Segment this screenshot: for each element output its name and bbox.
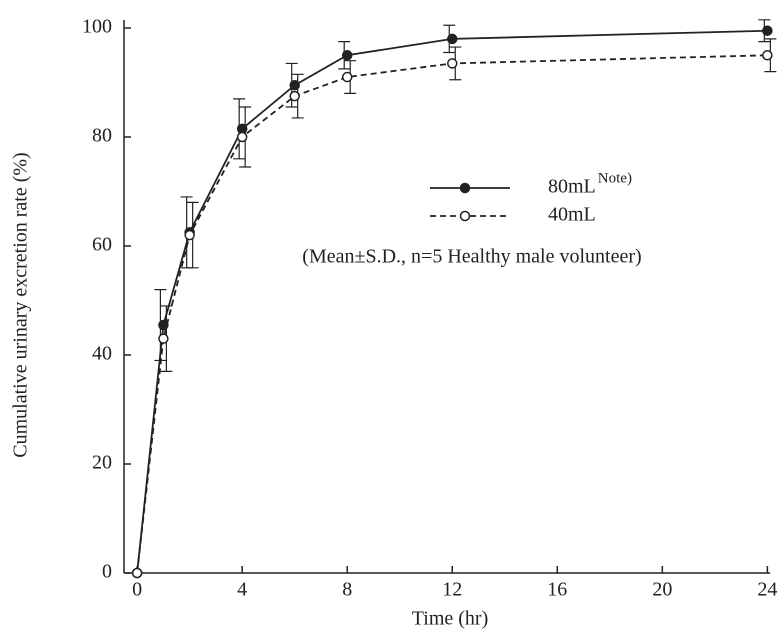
x-tick-label: 0 — [132, 579, 142, 601]
legend-label: 80mL — [548, 176, 596, 198]
marker — [158, 319, 169, 331]
marker — [341, 50, 353, 61]
y-tick-label: 0 — [102, 561, 112, 583]
x-tick-label: 20 — [652, 579, 672, 601]
marker — [447, 33, 458, 45]
legend-note: Note) — [598, 170, 632, 186]
x-tick-label: 4 — [237, 579, 247, 601]
y-axis-title: Cumulative urinary excretion rate (%) — [10, 152, 32, 457]
legend-marker — [459, 210, 471, 222]
y-tick-label: 60 — [92, 234, 112, 256]
annotation: (Mean±S.D., n=5 Healthy male volunteer) — [302, 246, 641, 268]
x-tick-label: 16 — [547, 579, 567, 601]
marker — [236, 131, 248, 143]
marker — [184, 229, 195, 241]
series-line — [136, 29, 768, 574]
marker — [762, 50, 773, 61]
legend-marker — [459, 182, 471, 194]
marker — [289, 79, 300, 91]
marker — [447, 58, 458, 69]
x-tick-label: 12 — [442, 579, 462, 601]
y-tick-label: 40 — [92, 343, 112, 365]
legend-label: 40mL — [548, 204, 596, 226]
marker — [289, 90, 300, 102]
x-tick-label: 8 — [342, 579, 352, 601]
series-line — [136, 54, 768, 574]
marker — [762, 25, 773, 36]
marker — [341, 71, 353, 83]
x-tick-label: 24 — [757, 579, 777, 601]
x-axis-title: Time (hr) — [412, 608, 488, 630]
y-tick-label: 20 — [92, 452, 112, 474]
marker — [158, 333, 169, 344]
y-tick-label: 100 — [82, 16, 112, 38]
marker — [131, 567, 143, 579]
y-tick-label: 80 — [92, 125, 112, 147]
